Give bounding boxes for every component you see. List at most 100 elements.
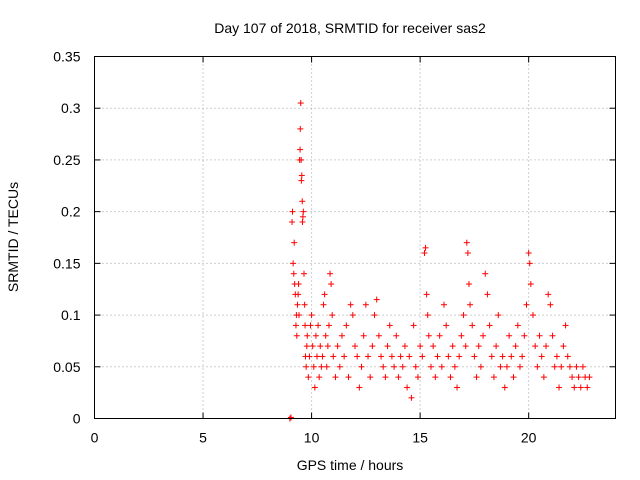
data-point xyxy=(401,343,408,350)
data-point xyxy=(325,322,332,329)
data-point xyxy=(408,394,415,401)
data-point xyxy=(299,198,306,205)
data-point xyxy=(410,322,417,329)
data-point xyxy=(393,332,400,339)
data-point xyxy=(530,312,537,319)
x-tick-label: 15 xyxy=(412,430,428,446)
y-tick-label: 0.25 xyxy=(53,152,80,168)
data-point xyxy=(564,353,571,360)
data-point xyxy=(299,218,306,225)
data-point xyxy=(449,343,456,350)
data-point xyxy=(328,281,335,288)
x-tick-label: 5 xyxy=(199,430,207,446)
data-point xyxy=(477,363,484,370)
data-point xyxy=(412,363,419,370)
data-point xyxy=(569,374,576,381)
data-point xyxy=(579,363,586,370)
data-point xyxy=(463,239,470,246)
data-point xyxy=(399,363,406,370)
data-point xyxy=(330,353,337,360)
data-point xyxy=(300,208,307,215)
data-point xyxy=(352,343,358,350)
data-point xyxy=(486,322,493,329)
data-point xyxy=(311,384,318,391)
data-point xyxy=(527,281,534,288)
data-point xyxy=(464,250,471,257)
data-point xyxy=(310,363,317,370)
data-point xyxy=(322,332,329,339)
data-point xyxy=(295,291,302,298)
data-point xyxy=(462,343,469,350)
data-point xyxy=(321,291,328,298)
data-points xyxy=(286,100,593,422)
data-point xyxy=(369,343,376,350)
data-point xyxy=(388,353,395,360)
data-point xyxy=(516,363,523,370)
x-tick-label: 10 xyxy=(304,430,320,446)
data-point xyxy=(562,322,569,329)
data-point xyxy=(556,384,563,391)
data-point xyxy=(497,363,504,370)
data-point xyxy=(301,301,308,308)
data-point xyxy=(532,343,539,350)
data-point xyxy=(451,363,458,370)
data-point xyxy=(360,332,367,339)
data-point xyxy=(543,343,550,350)
data-point xyxy=(298,156,305,163)
data-point xyxy=(538,353,545,360)
data-point xyxy=(436,332,443,339)
data-point xyxy=(484,291,491,298)
data-point xyxy=(480,332,487,339)
data-point xyxy=(308,312,315,319)
data-point xyxy=(519,353,526,360)
data-point xyxy=(295,312,302,319)
data-point xyxy=(343,322,350,329)
data-point xyxy=(514,322,521,329)
data-point xyxy=(365,353,372,360)
data-point xyxy=(521,332,528,339)
data-point xyxy=(458,332,465,339)
chart-title: Day 107 of 2018, SRMTID for receiver sas… xyxy=(214,20,486,36)
data-point xyxy=(547,301,554,308)
data-point xyxy=(289,218,296,225)
data-point xyxy=(317,343,324,350)
data-point xyxy=(324,343,331,350)
data-point xyxy=(367,374,374,381)
data-point xyxy=(571,384,578,391)
data-point xyxy=(307,322,314,329)
data-point xyxy=(395,374,402,381)
y-tick-label: 0.05 xyxy=(53,359,80,375)
data-point xyxy=(422,244,429,251)
data-point xyxy=(421,250,428,257)
y-tick-label: 0.1 xyxy=(61,307,81,323)
data-point xyxy=(345,374,352,381)
data-point xyxy=(573,363,580,370)
data-point xyxy=(329,312,336,319)
data-point xyxy=(397,353,404,360)
data-point xyxy=(558,363,565,370)
data-point xyxy=(358,363,365,370)
data-point xyxy=(290,270,297,277)
data-point xyxy=(566,363,573,370)
data-point xyxy=(386,322,393,329)
data-point xyxy=(287,414,294,421)
data-point xyxy=(443,322,450,329)
data-point xyxy=(424,312,431,319)
data-point xyxy=(471,353,478,360)
data-point xyxy=(290,260,297,267)
data-point xyxy=(375,332,382,339)
data-point xyxy=(414,374,421,381)
data-point xyxy=(508,353,515,360)
data-point xyxy=(493,343,500,350)
y-axis-title: SRMTID / TECUs xyxy=(5,182,21,292)
data-point xyxy=(501,384,508,391)
data-point xyxy=(425,332,432,339)
data-point xyxy=(534,363,541,370)
data-point xyxy=(294,301,301,308)
data-point xyxy=(586,374,593,381)
data-point xyxy=(445,353,452,360)
data-point xyxy=(473,374,480,381)
data-point xyxy=(526,260,533,267)
data-point xyxy=(506,332,513,339)
y-tick-label: 0.35 xyxy=(53,49,80,65)
